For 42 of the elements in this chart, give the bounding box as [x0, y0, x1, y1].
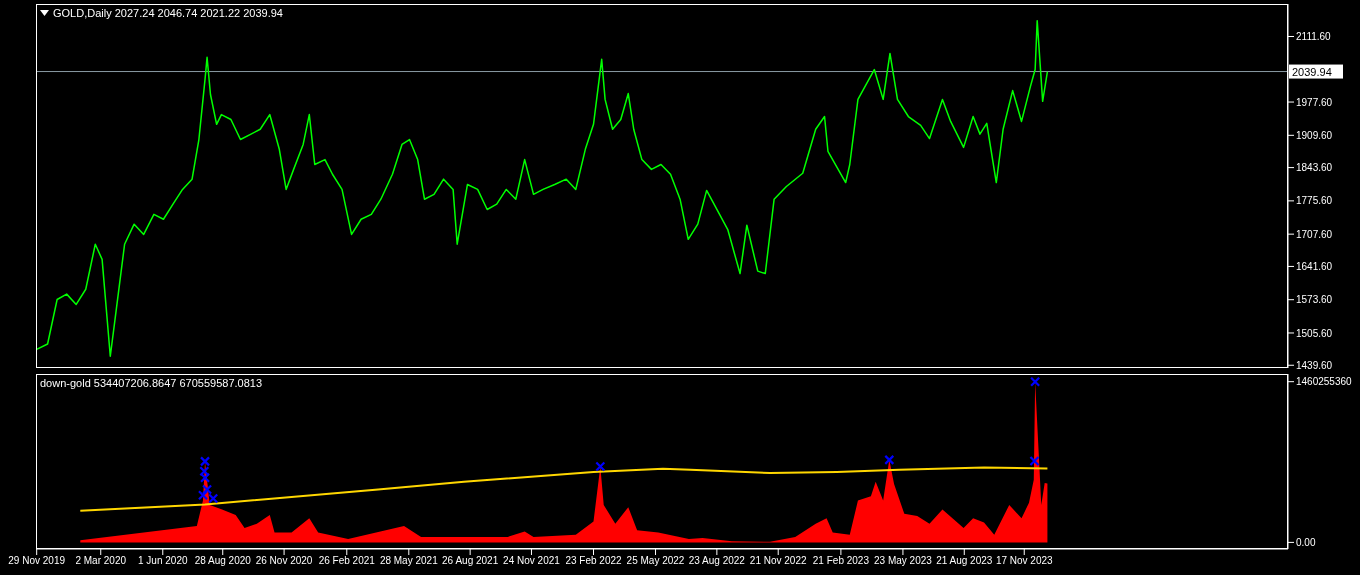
x-tick-label: 24 Nov 2021: [503, 555, 561, 567]
x-tick-label: 26 Aug 2021: [442, 555, 499, 567]
y-tick-label: 1641.60: [1296, 260, 1333, 272]
line-series: [79, 466, 1049, 512]
point: [595, 461, 606, 472]
y-tick-label: 1909.60: [1296, 129, 1333, 141]
point: [1029, 455, 1040, 467]
y-tick-label: 1439.60: [1296, 359, 1333, 371]
x-tick-label: 29 Nov 2019: [8, 555, 66, 567]
x-tick-label: 2 Mar 2020: [75, 555, 127, 567]
point: [199, 456, 211, 467]
x-tick-label: 17 Nov 2023: [995, 555, 1054, 567]
chart-title: GOLD,Daily 2027.24 2046.74 2021.22 2039.94: [53, 7, 283, 19]
x-tick-label: 26 Nov 2020: [255, 555, 313, 567]
x-tick-label: 25 May 2022: [626, 555, 685, 567]
point: [199, 466, 210, 477]
x-tick-label: 21 Feb 2023: [812, 555, 870, 567]
x-tick-label: 28 Aug 2020: [194, 555, 252, 567]
point: [199, 472, 211, 483]
ref-line-label: 2039.94: [1292, 65, 1332, 78]
x-tick-label: 21 Nov 2022: [749, 555, 807, 567]
chart-title: down-gold 534407206.8647 670559587.0813: [40, 377, 263, 389]
y-tick-label: 1573.60: [1296, 294, 1333, 306]
point: [884, 454, 895, 465]
line-series: [36, 19, 1049, 358]
y-tick-label: 1505.60: [1296, 327, 1333, 339]
x-tick-label: 23 Aug 2022: [688, 555, 746, 567]
y-tick-label: 1460255360: [1296, 376, 1353, 388]
x-tick-label: 1 Jun 2020: [138, 555, 188, 567]
x-tick-label: 28 May 2021: [379, 555, 439, 567]
y-tick-label: 2111.60: [1296, 31, 1332, 43]
point: [1030, 376, 1041, 387]
y-tick-label: 1775.60: [1296, 195, 1333, 207]
x-tick-label: 23 May 2023: [874, 555, 933, 567]
x-tick-label: 23 Feb 2022: [565, 555, 623, 567]
x-tick-label: 21 Aug 2023: [936, 555, 993, 567]
y-tick-label: 0.00: [1296, 536, 1316, 548]
y-tick-label: 1977.60: [1296, 96, 1333, 108]
y-tick-label: 1707.60: [1296, 228, 1333, 240]
point: [201, 484, 213, 495]
y-tick-label: 1843.60: [1296, 162, 1333, 174]
x-tick-label: 26 Feb 2021: [318, 555, 376, 567]
